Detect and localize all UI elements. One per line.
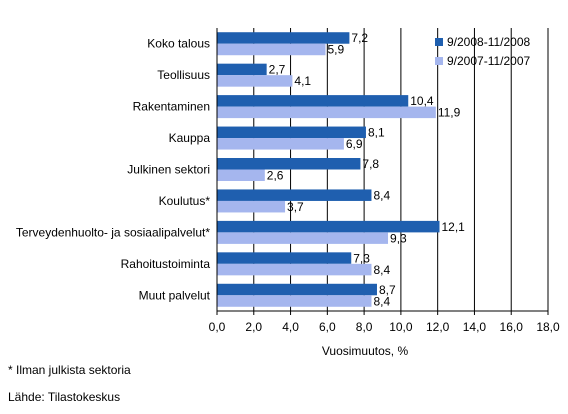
category-label: Koulutus*	[159, 194, 211, 208]
x-tick-label: 14,0	[463, 320, 487, 334]
bar	[217, 283, 377, 296]
x-tick-label: 18,0	[536, 320, 560, 334]
bar-value-label: 8,4	[373, 188, 390, 202]
bars	[217, 32, 440, 307]
bar-value-label: 8,1	[368, 126, 385, 140]
bar	[217, 95, 409, 107]
bar	[217, 32, 350, 44]
bar-value-label: 9,3	[390, 231, 407, 245]
legend-label-series-2: 9/2007-11/2007	[447, 54, 531, 68]
category-labels: Koko talous Teollisuus Rakentaminen Kauppa J…	[16, 37, 211, 303]
x-tick-label: 2,0	[245, 320, 262, 334]
x-axis: 0,0 2,0 4,0 6,0 8,0 10,0 12,0 14,0 16,0 18,0	[209, 28, 560, 334]
bar-value-label: 6,9	[346, 137, 363, 151]
x-tick-label: 0,0	[209, 320, 226, 334]
bar	[217, 189, 372, 201]
legend-swatch-series-1	[435, 38, 443, 46]
category-label: Muut palvelut	[139, 288, 211, 302]
bar	[217, 126, 366, 139]
x-tick-label: 16,0	[500, 320, 524, 334]
x-tick-label: 6,0	[319, 320, 336, 334]
bar-value-label: 12,1	[442, 220, 466, 234]
bar-value-label: 2,7	[269, 63, 286, 77]
bar	[217, 263, 372, 276]
bar-value-label: 11,9	[438, 106, 461, 120]
category-label: Rahoitustoiminta	[121, 257, 211, 271]
bar	[217, 169, 265, 181]
category-label: Koko talous	[147, 37, 210, 51]
bar	[217, 295, 372, 307]
category-label: Julkinen sektori	[127, 163, 210, 177]
bar	[217, 232, 389, 244]
bar-value-label: 7,2	[351, 31, 368, 45]
bar-value-label: 8,7	[379, 283, 396, 297]
x-tick-label: 4,0	[282, 320, 299, 334]
legend-swatch-series-2	[435, 57, 443, 65]
bar	[217, 63, 267, 76]
category-label: Teollisuus	[157, 68, 210, 82]
legend: 9/2008-11/2008 9/2007-11/2007	[435, 35, 531, 68]
bar-value-label: 2,6	[267, 169, 284, 183]
bar	[217, 252, 352, 264]
bar-value-label: 3,7	[287, 200, 304, 214]
x-axis-title: Vuosimuutos, %	[322, 344, 409, 358]
bar-value-label: 8,4	[373, 263, 390, 277]
category-label: Kauppa	[169, 131, 211, 145]
bar	[217, 106, 436, 119]
bar	[217, 75, 293, 87]
bar	[217, 220, 440, 233]
x-tick-label: 8,0	[356, 320, 373, 334]
footnote: * Ilman julkista sektoria	[8, 363, 131, 377]
x-tick-label: 12,0	[426, 320, 450, 334]
bar-value-label: 7,8	[362, 157, 379, 171]
legend-label-series-1: 9/2008-11/2008	[447, 35, 531, 49]
x-tick-label: 10,0	[389, 320, 413, 334]
bar-value-label: 7,3	[353, 251, 370, 265]
bar-value-label: 4,1	[294, 74, 311, 88]
bar	[217, 200, 286, 213]
bar	[217, 138, 344, 150]
category-label: Rakentaminen	[133, 100, 210, 114]
bar	[217, 43, 326, 56]
bar-value-label: 10,4	[410, 94, 434, 108]
source-note: Lähde: Tilastokeskus	[8, 390, 121, 404]
bar-value-label: 8,4	[373, 294, 390, 308]
bar	[217, 158, 361, 170]
bar-value-label: 5,9	[327, 43, 344, 57]
bar-labels: 7,2 5,9 2,7 4,1 10,4 11,9 8,1 6,9 7,8 2,6 8,4 3,7 12…	[267, 31, 465, 308]
category-label: Terveydenhuolto- ja sosiaalipalvelut*	[16, 225, 210, 239]
